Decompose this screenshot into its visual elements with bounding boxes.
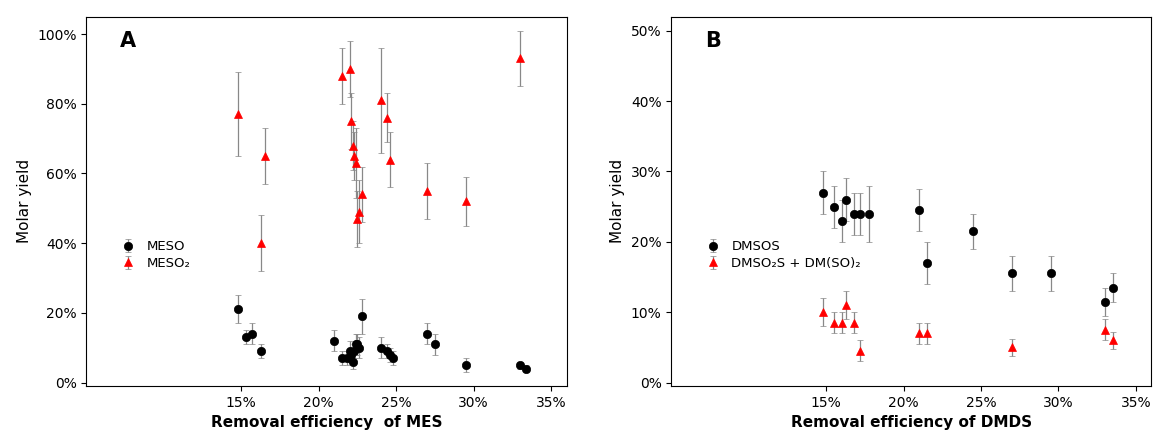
Legend: DMSOS, DMSO₂S + DM(SO)₂: DMSOS, DMSO₂S + DM(SO)₂ <box>697 237 863 273</box>
Text: B: B <box>704 31 721 51</box>
X-axis label: Removal efficiency  of MES: Removal efficiency of MES <box>211 415 442 430</box>
Text: A: A <box>121 31 136 51</box>
X-axis label: Removal efficiency of DMDS: Removal efficiency of DMDS <box>791 415 1032 430</box>
Y-axis label: Molar yield: Molar yield <box>16 159 32 244</box>
Y-axis label: Molar yield: Molar yield <box>611 159 625 244</box>
Legend: MESO, MESO₂: MESO, MESO₂ <box>112 237 193 273</box>
